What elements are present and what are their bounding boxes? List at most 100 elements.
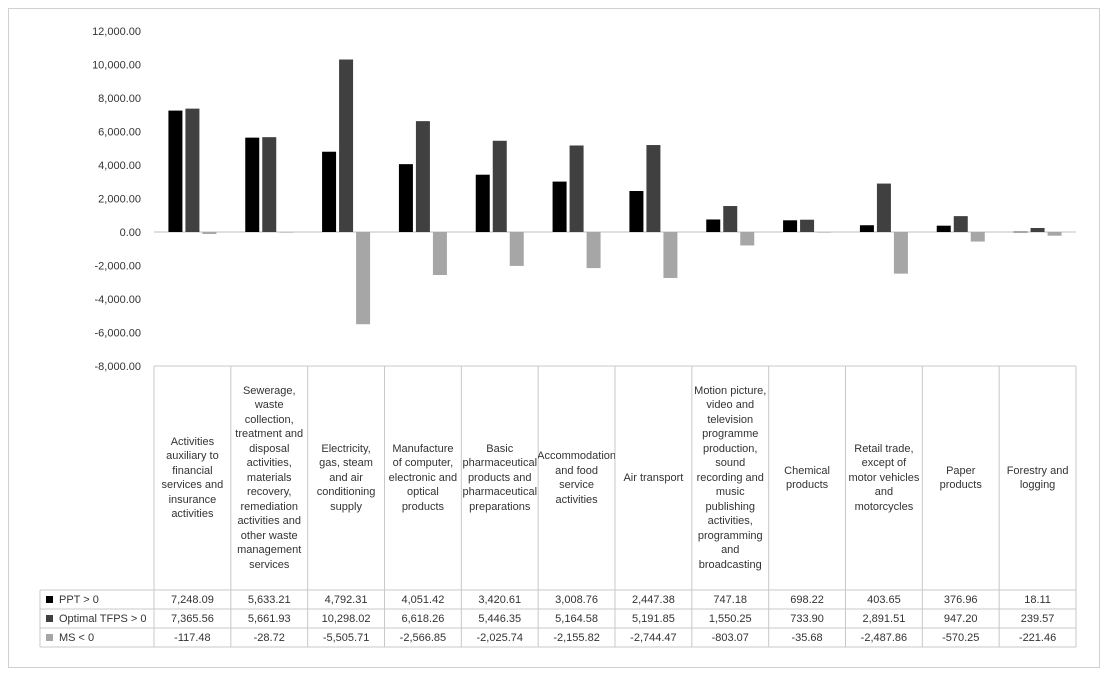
bar [202,232,217,234]
bar [398,164,413,232]
category-label: Accommodation and food service activitie… [538,450,615,506]
bar [970,232,985,242]
data-label: 7,365.56 [171,612,214,625]
data-label: -221.46 [1018,631,1057,644]
data-label: -2,566.85 [399,631,447,644]
data-label: 3,008.76 [555,593,598,606]
bar [569,145,584,232]
data-label: 733.90 [790,612,824,625]
bar [509,232,524,266]
data-label: 3,420.61 [478,593,522,606]
legend-entry: MS < 0 [46,628,150,647]
data-label: -2,155.82 [553,631,600,644]
y-tick-label: 12,000.00 [92,26,141,38]
bar [740,232,755,246]
y-tick-label: 10,000.00 [92,60,141,72]
data-label: 5,661.93 [247,612,291,625]
data-label: -28.72 [253,631,285,644]
bar [723,206,738,232]
bar [586,232,601,269]
category-label: Motion picture, video and television pro… [694,384,767,571]
y-tick-label: -4,000.00 [95,294,141,306]
data-label: 5,191.85 [632,612,675,625]
bar [415,121,430,232]
data-label: 376.96 [943,593,978,606]
bar [936,225,951,232]
legend-swatch [46,596,53,603]
category-label: Activities auxiliary to financial servic… [161,435,224,521]
data-label: -2,025.74 [476,631,523,644]
bar [876,183,891,232]
bar [168,110,183,232]
bar [356,232,371,325]
data-label: 1,550.25 [708,612,752,625]
bar [953,216,968,232]
bar [432,232,447,275]
data-label: -5,505.71 [322,631,370,644]
legend-label: MS < 0 [59,631,95,644]
bar [262,137,277,232]
y-tick-label: -6,000.00 [95,328,141,340]
bar [646,145,661,232]
category-label: Basic pharmaceutical products and pharma… [462,442,538,513]
y-tick-label: 2,000.00 [98,194,141,206]
category-label: Paper products [939,464,982,492]
y-tick-label: 4,000.00 [98,160,141,172]
bar [800,219,815,232]
bar [663,232,678,278]
bar [893,232,908,274]
chart-frame [8,8,1100,668]
bar [552,181,567,232]
data-label: 5,633.21 [247,593,291,606]
legend-swatch [46,634,53,641]
y-tick-label: -2,000.00 [95,261,141,273]
data-label: 6,618.26 [401,612,445,625]
data-label: -117.48 [174,631,211,644]
data-label: -35.68 [791,631,823,644]
bar [706,219,721,232]
data-label: -2,487.86 [860,631,908,644]
data-label: 747.18 [713,593,748,606]
category-label: Air transport [623,471,684,484]
bar [475,174,490,232]
data-label: 2,447.38 [632,593,675,606]
data-label: 5,446.35 [478,612,522,625]
y-tick-label: 0.00 [120,227,141,239]
bar [783,220,798,232]
data-label: -570.25 [942,631,980,644]
legend-swatch [46,615,53,622]
data-label: -2,744.47 [630,631,677,644]
data-label: 10,298.02 [321,612,371,625]
legend-entry: Optimal TFPS > 0 [46,609,150,628]
data-label: 7,248.09 [171,593,214,606]
category-label: Sewerage, waste collection, treatment an… [235,384,304,571]
data-label: -803.07 [711,631,749,644]
data-label: 4,051.42 [401,593,445,606]
y-tick-label: -8,000.00 [95,361,141,373]
category-label: Manufacture of computer, electronic and … [388,442,458,513]
data-label: 5,164.58 [555,612,598,625]
legend-entry: PPT > 0 [46,590,150,609]
data-label: 698.22 [790,593,824,606]
data-label: 239.57 [1020,612,1055,625]
category-label: Retail trade, except of motor vehicles a… [848,442,920,513]
data-label: 403.65 [867,593,901,606]
bar [1030,227,1045,232]
bar [859,225,874,232]
bar [245,137,260,232]
bar [279,232,294,233]
category-label: Electricity, gas, steam and air conditio… [316,442,376,513]
y-tick-label: 6,000.00 [98,127,141,139]
bar [185,108,200,232]
y-tick-label: 8,000.00 [98,93,141,105]
bar [817,232,832,233]
bar [322,151,337,232]
bar [1047,232,1062,236]
bar [339,59,354,233]
bar [629,191,644,232]
data-label: 947.20 [943,612,978,625]
legend-label: PPT > 0 [59,593,99,606]
data-label: 18.11 [1024,593,1051,606]
bar [1013,231,1028,233]
